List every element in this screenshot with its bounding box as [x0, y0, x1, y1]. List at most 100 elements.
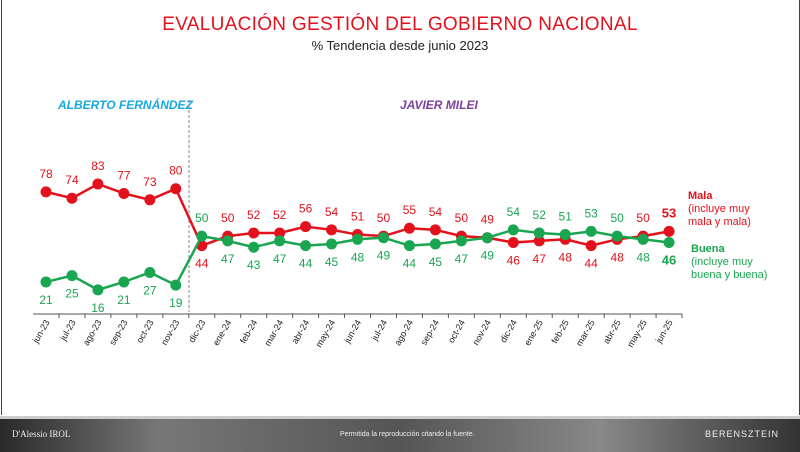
data-label-buena: 21 — [39, 293, 53, 307]
data-point-mala — [274, 227, 286, 239]
x-tick-label: nov-24 — [471, 318, 493, 347]
data-point-mala — [429, 224, 441, 236]
data-point-mala — [170, 183, 182, 195]
data-point-mala — [144, 194, 156, 206]
data-label-mala: 83 — [91, 159, 105, 173]
data-point-mala — [403, 222, 415, 234]
data-point-buena — [377, 232, 389, 244]
x-tick-label: ago-23 — [81, 318, 104, 347]
dalessio-logo: D'Alessio IROL — [12, 429, 71, 439]
data-point-mala — [663, 225, 675, 237]
data-label-buena: 47 — [273, 252, 287, 266]
x-tick-label: jul-24 — [369, 318, 389, 343]
data-label-mala: 48 — [559, 250, 573, 264]
data-label-buena: 51 — [559, 210, 573, 224]
data-point-buena — [637, 233, 649, 245]
x-tick-label: mar-25 — [574, 318, 597, 348]
data-point-buena — [92, 284, 104, 296]
data-point-buena — [222, 235, 234, 247]
data-point-buena — [585, 225, 597, 237]
x-tick-label: jul-23 — [58, 318, 78, 343]
period-label-fernandez: ALBERTO FERNÁNDEZ — [58, 98, 193, 112]
data-point-mala — [248, 227, 260, 239]
data-label-buena: 50 — [195, 211, 209, 225]
data-point-buena — [274, 235, 286, 247]
legend-mala-name: Mala — [688, 190, 713, 202]
data-label-mala: 80 — [169, 164, 183, 178]
x-tick-label: sep-24 — [419, 318, 441, 347]
line-chart: jun-23 jul-23 ago-23 sep-23 oct-23 nov-23 dic-… — [30, 100, 683, 349]
data-point-buena — [403, 240, 415, 252]
legend-mala-note: (incluye muy mala y mala) — [688, 203, 751, 228]
data-label-mala: 52 — [273, 208, 287, 222]
data-label-buena: 45 — [325, 255, 339, 269]
data-point-buena — [455, 235, 467, 247]
data-label-mala: 56 — [299, 202, 313, 216]
data-label-mala: 74 — [65, 173, 79, 187]
berensztein-logo: BERENSZTEIN — [705, 429, 780, 439]
data-label-buena: 25 — [65, 287, 79, 301]
data-point-mala — [326, 224, 338, 236]
data-point-buena — [507, 224, 519, 236]
data-label-mala: 46 — [507, 253, 521, 267]
data-label-mala: 50 — [455, 211, 469, 225]
data-label-buena: 49 — [481, 249, 495, 263]
footer-bar: D'Alessio IROL Permitida la reproducción… — [0, 416, 800, 452]
data-label-buena: 48 — [351, 250, 365, 264]
x-tick-label: mar-24 — [262, 318, 285, 348]
data-label-buena: 21 — [117, 293, 131, 307]
x-tick-label: jun-25 — [653, 318, 675, 346]
data-label-buena: 44 — [403, 257, 417, 271]
data-label-buena: 47 — [221, 252, 235, 266]
data-label-mala: 51 — [351, 210, 365, 224]
data-point-buena — [559, 229, 571, 241]
data-point-buena — [66, 270, 78, 282]
data-point-buena — [196, 230, 208, 242]
data-point-mala — [40, 186, 52, 198]
data-label-mala: 78 — [39, 167, 53, 181]
x-tick-label: dic-24 — [498, 318, 519, 344]
x-tick-label: may-24 — [314, 318, 338, 349]
data-point-buena — [144, 266, 156, 278]
x-tick-label: nov-23 — [159, 318, 181, 347]
x-tick-label: jun-23 — [30, 318, 52, 346]
data-label-buena: 50 — [610, 211, 624, 225]
x-tick-label: ene-25 — [522, 318, 545, 347]
data-label-buena: 46 — [662, 252, 676, 267]
data-point-mala — [92, 178, 104, 190]
data-label-buena: 47 — [455, 252, 469, 266]
legend-buena: Buena (incluye muy buena y buena) — [691, 243, 776, 282]
data-point-buena — [611, 230, 623, 242]
data-label-mala: 50 — [377, 211, 391, 225]
data-label-mala: 47 — [533, 252, 547, 266]
data-label-buena: 45 — [429, 255, 443, 269]
data-point-buena — [248, 241, 260, 253]
data-point-buena — [663, 236, 675, 248]
data-point-buena — [352, 233, 364, 245]
data-label-mala: 52 — [247, 208, 261, 222]
data-label-buena: 48 — [636, 250, 650, 264]
data-label-mala: 48 — [610, 250, 624, 264]
x-tick-label: ene-24 — [211, 318, 234, 347]
period-label-milei: JAVIER MILEI — [400, 98, 478, 112]
data-point-buena — [429, 238, 441, 250]
legend-buena-name: Buena — [691, 243, 725, 255]
legend-mala: Mala (incluye muy mala y mala) — [688, 190, 768, 229]
data-label-buena: 54 — [507, 205, 521, 219]
data-point-mala — [66, 192, 78, 204]
data-point-mala — [507, 236, 519, 248]
data-label-mala: 77 — [117, 168, 131, 182]
x-tick-label: abr-24 — [290, 318, 312, 346]
x-tick-label: ago-24 — [392, 318, 415, 347]
data-point-buena — [40, 276, 52, 288]
x-tick-label: feb-24 — [238, 318, 259, 345]
data-point-mala — [533, 235, 545, 247]
data-label-mala: 44 — [195, 257, 209, 271]
data-label-mala: 73 — [143, 175, 157, 189]
data-point-mala — [300, 221, 312, 233]
data-point-buena — [481, 232, 493, 244]
data-point-buena — [300, 240, 312, 252]
x-tick-label: sep-23 — [107, 318, 129, 347]
data-label-buena: 53 — [584, 206, 598, 220]
data-point-mala — [118, 187, 130, 199]
